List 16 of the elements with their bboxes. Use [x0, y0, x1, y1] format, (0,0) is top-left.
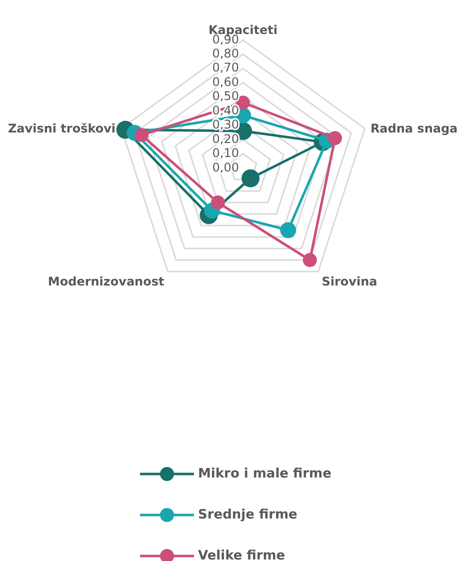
y-tick-label: 0,00: [212, 160, 239, 174]
y-tick-label: 0,10: [212, 146, 239, 160]
y-tick-label: 0,30: [212, 118, 239, 132]
spoke-label: Modernizovanost: [48, 274, 164, 289]
legend-label: Srednje firme: [198, 508, 298, 523]
y-tick-label: 0,20: [212, 132, 239, 146]
y-tick-label: 0,70: [212, 60, 239, 75]
y-tick-label: 0,50: [212, 89, 239, 104]
spoke-label: Zavisni troškovi: [8, 121, 116, 136]
legend-label: Mikro i male firme: [198, 466, 332, 482]
spoke-label: Kapaciteti: [208, 23, 278, 37]
spoke-label: Sirovina: [322, 274, 378, 289]
y-tick-label: 0,60: [212, 74, 239, 89]
spoke-label: Radna snaga: [370, 121, 458, 136]
y-tick-label: 0,80: [212, 46, 239, 61]
legend-label: Velike firme: [198, 548, 286, 561]
